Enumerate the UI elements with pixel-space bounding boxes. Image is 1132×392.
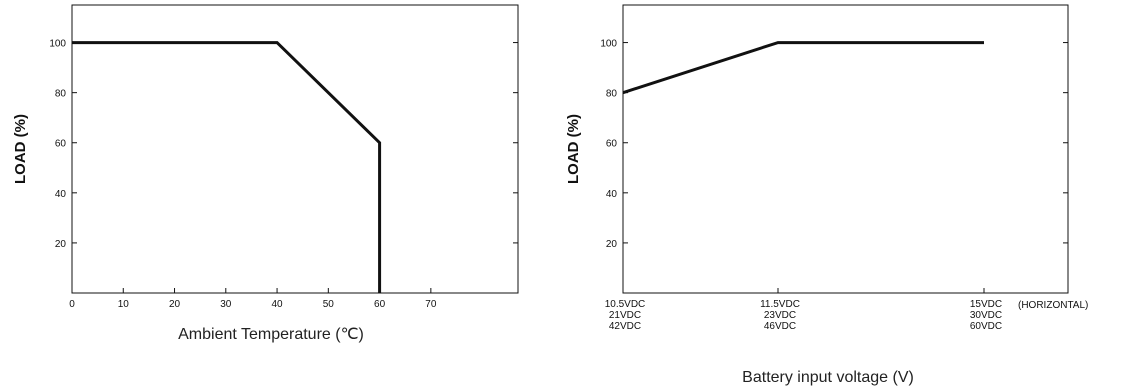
- x-axis-label: Ambient Temperature (℃): [178, 326, 364, 343]
- x-tick-label: 10.5VDC: [605, 299, 646, 310]
- y-tick-label: 100: [600, 39, 617, 50]
- temperature-derating-chart: 20 40 60 80 100 0 10 20 30 40 50 60 70 LOAD (%) Amb…: [12, 4, 519, 343]
- x-tick-label: 30: [220, 299, 232, 310]
- y-tick-label: 80: [606, 89, 618, 100]
- plot-frame: [71, 4, 519, 294]
- x-tick-label: 30VDC: [970, 310, 1002, 321]
- plot-frame: [622, 4, 1069, 294]
- x-tick-label: 15VDC: [970, 299, 1002, 310]
- y-tick-label: 80: [55, 89, 67, 100]
- x-tick-label: 46VDC: [764, 321, 796, 332]
- x-tick-label: 23VDC: [764, 310, 796, 321]
- x-tick-label: 10: [118, 299, 130, 310]
- y-axis-label: LOAD (%): [12, 114, 29, 184]
- y-tick-label: 20: [55, 239, 67, 250]
- series-line: [72, 41, 382, 293]
- x-tick-label: 21VDC: [609, 310, 641, 321]
- y-tick-label: 40: [55, 189, 67, 200]
- x-tick-label: 60: [374, 299, 386, 310]
- y-tick-label: 100: [49, 39, 66, 50]
- x-tick-label: 70: [425, 299, 437, 310]
- y-axis-ticks: 20 40 60 80 100: [49, 39, 518, 250]
- y-tick-label: 60: [606, 139, 618, 150]
- x-tick-label: 20: [169, 299, 181, 310]
- x-axis-label: Battery input voltage (V): [742, 369, 914, 386]
- x-tick-label: 60VDC: [970, 321, 1002, 332]
- x-tick-label: 0: [69, 299, 75, 310]
- series-lines: [72, 41, 382, 293]
- y-tick-label: 60: [55, 139, 67, 150]
- y-axis-ticks: 20 40 60 80 100: [600, 39, 1068, 250]
- y-axis-label: LOAD (%): [565, 114, 582, 184]
- x-tick-label: 40: [271, 299, 283, 310]
- series-line: [622, 41, 984, 95]
- y-tick-label: 40: [606, 189, 618, 200]
- x-tick-label: 50: [323, 299, 335, 310]
- x-axis-note: (HORIZONTAL): [1018, 300, 1088, 311]
- x-axis-ticks: 0 10 20 30 40 50 60 70: [69, 288, 437, 310]
- y-tick-label: 20: [606, 239, 618, 250]
- series-lines: [622, 41, 984, 95]
- x-tick-label: 11.5VDC: [760, 299, 800, 310]
- x-tick-label: 42VDC: [609, 321, 641, 332]
